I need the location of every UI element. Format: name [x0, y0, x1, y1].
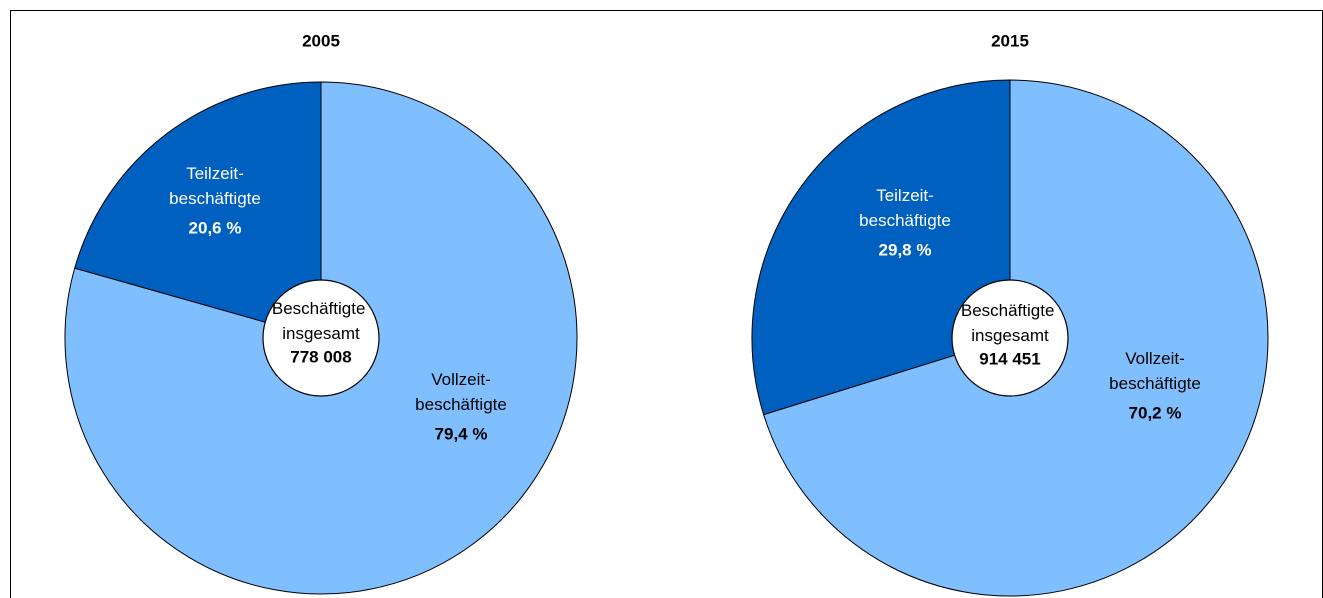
slice-label: Vollzeit-beschäftigte — [415, 370, 507, 414]
pie-slice — [74, 81, 322, 339]
center-label: Beschäftigte insgesamt — [961, 301, 1059, 345]
slice-value-label: 20,6 % — [189, 218, 242, 237]
slice-label: Teilzeit-beschäftigte — [859, 186, 951, 230]
slice-label: Teilzeit-beschäftigte — [169, 164, 261, 208]
total-label: 914 451 — [979, 349, 1040, 368]
slice-label: Vollzeit-beschäftigte — [1109, 349, 1201, 393]
center-circle — [262, 279, 380, 397]
slice-value-label: 79,4 % — [435, 424, 488, 443]
center-circle — [951, 279, 1069, 397]
chart-title: 2005 — [302, 31, 340, 50]
slice-value-label: 70,2 % — [1129, 403, 1182, 422]
pie-slice — [751, 79, 1011, 416]
center-label: Beschäftigte insgesamt — [272, 299, 370, 343]
total-label: 778 008 — [290, 347, 351, 366]
slice-value-label: 29,8 % — [879, 240, 932, 259]
chart-title: 2015 — [991, 31, 1029, 50]
